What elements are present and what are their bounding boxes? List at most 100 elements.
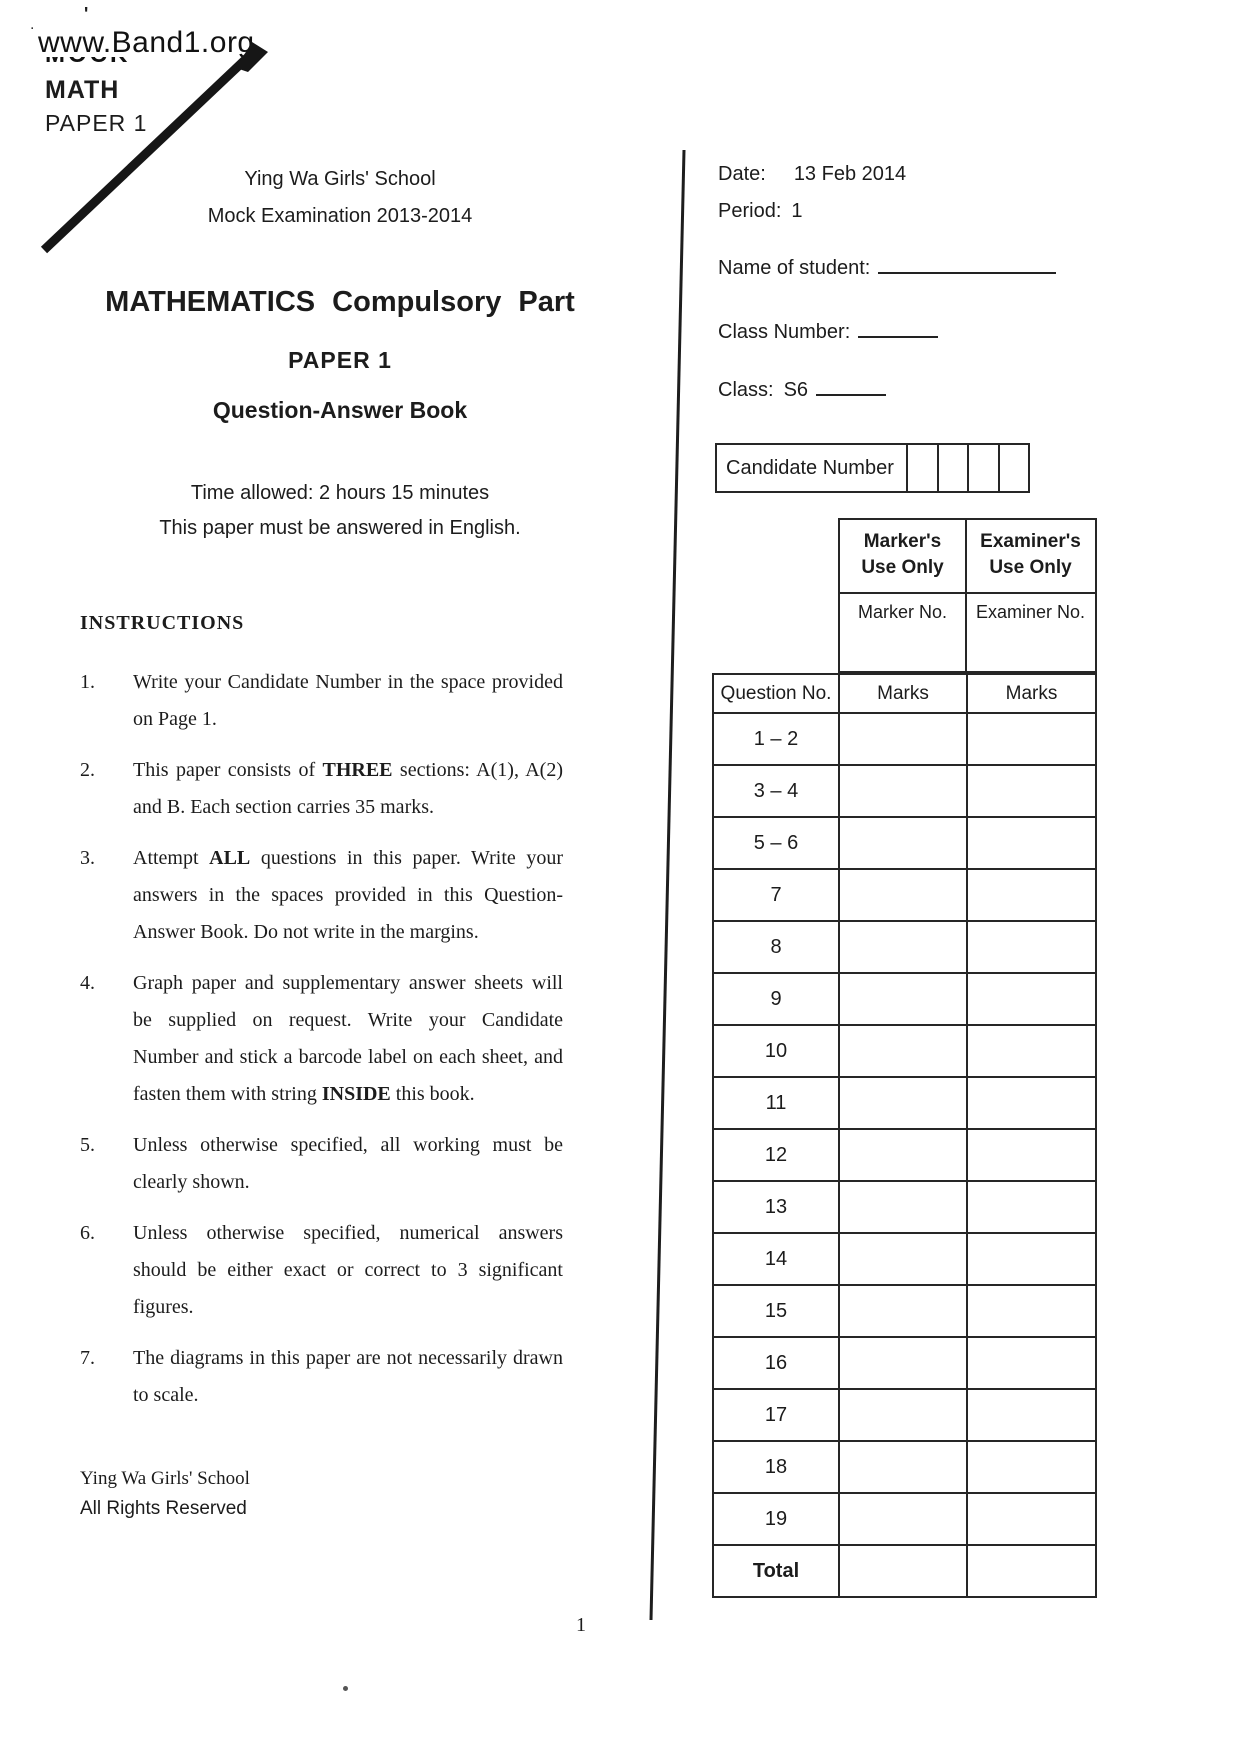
instruction-number: 2. xyxy=(80,759,95,781)
table-row: 13 xyxy=(714,1180,1095,1232)
instruction-number: 4. xyxy=(80,972,95,994)
footer-school: Ying Wa Girls' School xyxy=(80,1468,250,1489)
instruction-text: This paper consists of THREE sections: A… xyxy=(133,759,563,818)
student-name-label: Name of student: xyxy=(718,257,871,279)
use-only-table: Marker's Use Only Examiner's Use Only Ma… xyxy=(838,518,1097,673)
instruction-item: 1. Write your Candidate Number in the sp… xyxy=(80,664,563,738)
marks-cell xyxy=(838,1026,966,1076)
marks-cell xyxy=(966,922,1095,972)
candidate-number-label: Candidate Number xyxy=(717,445,908,491)
instruction-text: Graph paper and supplementary answer she… xyxy=(133,972,563,1105)
marks-cell xyxy=(838,870,966,920)
candidate-number-cell xyxy=(908,445,939,491)
marks-cell xyxy=(966,1442,1095,1492)
table-row: 9 xyxy=(714,972,1095,1024)
marks-cell xyxy=(838,1494,966,1544)
scan-speck xyxy=(343,1686,348,1691)
period-label: Period: xyxy=(718,200,782,222)
candidate-number-cell xyxy=(969,445,1000,491)
examiner-no-cell: Examiner No. xyxy=(975,602,1086,622)
column-divider-line xyxy=(649,149,686,1621)
marks-cell xyxy=(838,974,966,1024)
use-only-header-row: Marker's Use Only Examiner's Use Only xyxy=(840,520,1095,594)
marks-cell xyxy=(838,818,966,868)
marks-cell xyxy=(966,1338,1095,1388)
table-row: 5 – 6 xyxy=(714,816,1095,868)
examiners-use-only-header: Examiner's Use Only xyxy=(980,531,1081,578)
table-row: 19 xyxy=(714,1492,1095,1544)
instruction-number: 6. xyxy=(80,1222,95,1244)
book-type: Question-Answer Book xyxy=(212,397,468,423)
class-number-blank xyxy=(858,320,939,338)
marks-cell xyxy=(966,1130,1095,1180)
date-label: Date: xyxy=(718,163,766,185)
instruction-item: 3. Attempt ALL questions in this paper. … xyxy=(80,840,563,951)
instruction-text: Attempt ALL questions in this paper. Wri… xyxy=(133,847,563,943)
class-number-row: Class Number: xyxy=(718,320,939,344)
instruction-item: 6. Unless otherwise specified, numerical… xyxy=(80,1215,563,1326)
marks-cell xyxy=(838,1182,966,1232)
marks-cell xyxy=(966,1546,1095,1596)
scan-speck: . xyxy=(30,16,35,33)
scan-speck: ' xyxy=(84,4,89,24)
instruction-item: 7. The diagrams in this paper are not ne… xyxy=(80,1340,563,1414)
markers-use-only-header: Marker's Use Only xyxy=(840,520,967,592)
instruction-text: The diagrams in this paper are not neces… xyxy=(133,1347,563,1406)
page-title: MATHEMATICS Compulsory Part xyxy=(105,286,575,318)
table-row: 14 xyxy=(714,1232,1095,1284)
marks-cell xyxy=(966,1286,1095,1336)
instruction-text: Unless otherwise specified, numerical an… xyxy=(133,1222,563,1318)
instruction-item: 4. Graph paper and supplementary answer … xyxy=(80,965,563,1113)
school-name: Ying Wa Girls' School xyxy=(244,168,436,190)
exam-session: Mock Examination 2013-2014 xyxy=(207,205,473,227)
instruction-item: 5. Unless otherwise specified, all worki… xyxy=(80,1127,563,1201)
marks-cell xyxy=(966,818,1095,868)
marks-cell xyxy=(838,1390,966,1440)
student-name-blank xyxy=(878,256,1057,274)
marks-cell xyxy=(966,1390,1095,1440)
table-row: 18 xyxy=(714,1440,1095,1492)
struck-mock-exam-text: MOCK EXAM xyxy=(45,57,197,71)
class-number-label: Class Number: xyxy=(718,321,851,343)
marks-cell xyxy=(966,1078,1095,1128)
instruction-item: 2. This paper consists of THREE sections… xyxy=(80,752,563,826)
table-row: 1 – 2 xyxy=(714,712,1095,764)
class-value: S6 xyxy=(783,379,809,401)
marks-cell xyxy=(966,1026,1095,1076)
marks-cell xyxy=(838,1078,966,1128)
marks-cell xyxy=(966,974,1095,1024)
marks-cell xyxy=(838,1286,966,1336)
student-name-row: Name of student: xyxy=(718,256,1057,280)
date-row: Date: 13 Feb 2014 xyxy=(718,163,906,186)
footer-rights: All Rights Reserved xyxy=(80,1498,247,1519)
instruction-text: Write your Candidate Number in the space… xyxy=(133,671,563,730)
paper-number: PAPER 1 xyxy=(288,347,392,373)
period-value: 1 xyxy=(791,200,803,222)
marks-cell xyxy=(838,714,966,764)
instructions-heading: INSTRUCTIONS xyxy=(80,612,245,634)
marks-cell xyxy=(838,922,966,972)
class-label: Class: xyxy=(718,379,774,401)
table-row: 7 xyxy=(714,868,1095,920)
marks-table-header: Question No. Marks Marks xyxy=(714,675,1095,712)
class-blank xyxy=(816,378,887,396)
instruction-text: Unless otherwise specified, all working … xyxy=(133,1134,563,1193)
corner-subject-label: MATH xyxy=(45,76,120,104)
marks-cell xyxy=(966,1234,1095,1284)
candidate-number-cell xyxy=(939,445,969,491)
instruction-number: 5. xyxy=(80,1134,95,1156)
marks-cell xyxy=(838,766,966,816)
language-note: This paper must be answered in English. xyxy=(159,517,521,539)
marks-cell xyxy=(838,1130,966,1180)
table-row: 11 xyxy=(714,1076,1095,1128)
instructions-list: 1. Write your Candidate Number in the sp… xyxy=(80,664,563,1428)
marker-no-cell: Marker No. xyxy=(840,594,967,673)
table-row: 16 xyxy=(714,1336,1095,1388)
date-value: 13 Feb 2014 xyxy=(793,163,907,185)
table-row: 10 xyxy=(714,1024,1095,1076)
examiner-marks-header: Marks xyxy=(966,675,1095,712)
marks-cell xyxy=(838,1234,966,1284)
marks-cell xyxy=(966,714,1095,764)
table-row: 3 – 4 xyxy=(714,764,1095,816)
